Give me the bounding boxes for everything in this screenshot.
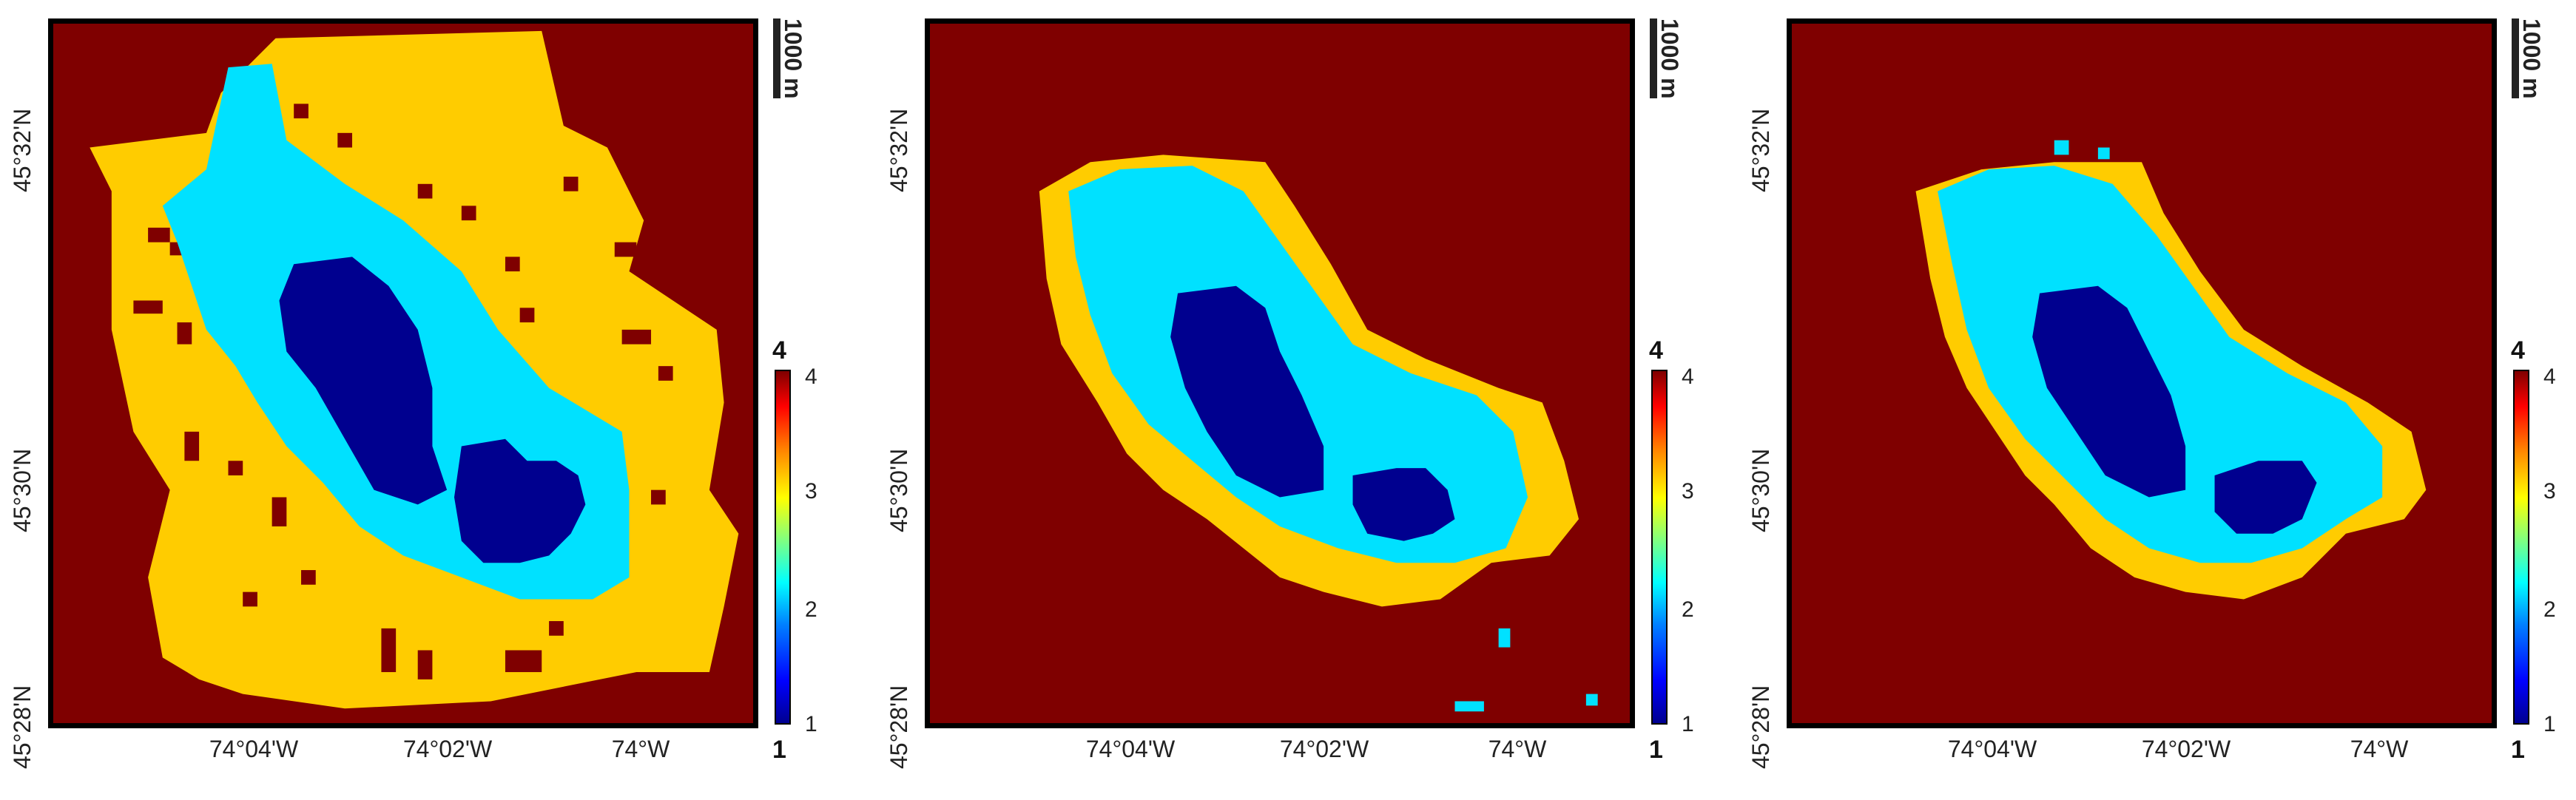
colorbar-tick-2: 2 bbox=[805, 597, 817, 622]
lon-label-east: 74°W bbox=[2350, 736, 2409, 762]
colorbar-tick-3: 3 bbox=[805, 479, 817, 504]
colorbar-tick-1: 1 bbox=[805, 712, 817, 736]
colorbar bbox=[1651, 370, 1668, 725]
scale-bar bbox=[1650, 18, 1657, 98]
lon-label-east: 74°W bbox=[1488, 736, 1547, 762]
map-frame bbox=[1787, 18, 2497, 728]
map-panel-3: 45°32'N 45°30'N 45°28'N 74°04'W 74°02'W … bbox=[1739, 0, 2576, 800]
colorbar bbox=[2513, 370, 2529, 725]
lon-label-mid: 74°02'W bbox=[2141, 736, 2231, 762]
colorbar-top-label: 4 bbox=[2511, 336, 2525, 365]
scale-label: 1000 m bbox=[780, 18, 806, 99]
colorbar-tick-1: 1 bbox=[1682, 712, 1694, 736]
map-panel-1: 45°32'N 45°30'N 45°28'N 74°04'W 74°02'W … bbox=[0, 0, 858, 800]
colorbar-tick-2: 2 bbox=[2543, 597, 2556, 622]
scale-label: 1000 m bbox=[1656, 18, 1683, 99]
class-2-specks bbox=[2054, 140, 2110, 160]
class-2-specks bbox=[1454, 628, 1598, 712]
lat-label-mid: 45°30'N bbox=[9, 448, 36, 532]
lat-label-north: 45°32'N bbox=[886, 108, 912, 192]
map-frame bbox=[48, 18, 758, 728]
class-1-region-b bbox=[1352, 468, 1455, 541]
scale-bar bbox=[2512, 18, 2519, 98]
class-1-region-a bbox=[279, 257, 448, 505]
colorbar-tick-4: 4 bbox=[2543, 365, 2556, 389]
colorbar-tick-1: 1 bbox=[2543, 712, 2556, 736]
colorbar-top-label: 4 bbox=[1649, 336, 1663, 365]
colorbar-tick-3: 3 bbox=[1682, 479, 1694, 504]
classification-map bbox=[53, 24, 753, 723]
colorbar-bottom-label: 1 bbox=[772, 736, 786, 764]
classification-map bbox=[1792, 24, 2492, 723]
lon-label-mid: 74°02'W bbox=[1279, 736, 1369, 762]
colorbar-tick-3: 3 bbox=[2543, 479, 2556, 504]
class-1-region-a bbox=[1170, 285, 1324, 498]
class-1-region-a bbox=[2032, 285, 2186, 498]
lat-label-north: 45°32'N bbox=[1747, 108, 1774, 192]
colorbar-tick-4: 4 bbox=[1682, 365, 1694, 389]
lat-label-mid: 45°30'N bbox=[886, 448, 912, 532]
lon-label-east: 74°W bbox=[611, 736, 670, 762]
map-frame bbox=[925, 18, 1635, 728]
colorbar-tick-4: 4 bbox=[805, 365, 817, 389]
lon-label-west: 74°04'W bbox=[209, 736, 299, 762]
lat-label-south: 45°28'N bbox=[886, 685, 912, 769]
scale-bar bbox=[773, 18, 780, 98]
lon-label-mid: 74°02'W bbox=[402, 736, 493, 762]
scale-label: 1000 m bbox=[2518, 18, 2545, 99]
map-panel-2: 45°32'N 45°30'N 45°28'N 74°04'W 74°02'W … bbox=[877, 0, 1735, 800]
colorbar-bottom-label: 1 bbox=[1649, 736, 1663, 764]
lat-label-mid: 45°30'N bbox=[1747, 448, 1774, 532]
colorbar bbox=[775, 370, 791, 725]
lon-label-west: 74°04'W bbox=[1085, 736, 1176, 762]
colorbar-bottom-label: 1 bbox=[2511, 736, 2525, 764]
lat-label-north: 45°32'N bbox=[9, 108, 36, 192]
lon-label-west: 74°04'W bbox=[1947, 736, 2037, 762]
lat-label-south: 45°28'N bbox=[9, 685, 36, 769]
lat-label-south: 45°28'N bbox=[1747, 685, 1774, 769]
class-2-region bbox=[1068, 166, 1528, 563]
class-1-region-b bbox=[2214, 461, 2317, 534]
colorbar-tick-2: 2 bbox=[1682, 597, 1694, 622]
colorbar-top-label: 4 bbox=[772, 336, 786, 365]
class-1-region-b bbox=[454, 438, 586, 563]
classification-map bbox=[930, 24, 1630, 723]
